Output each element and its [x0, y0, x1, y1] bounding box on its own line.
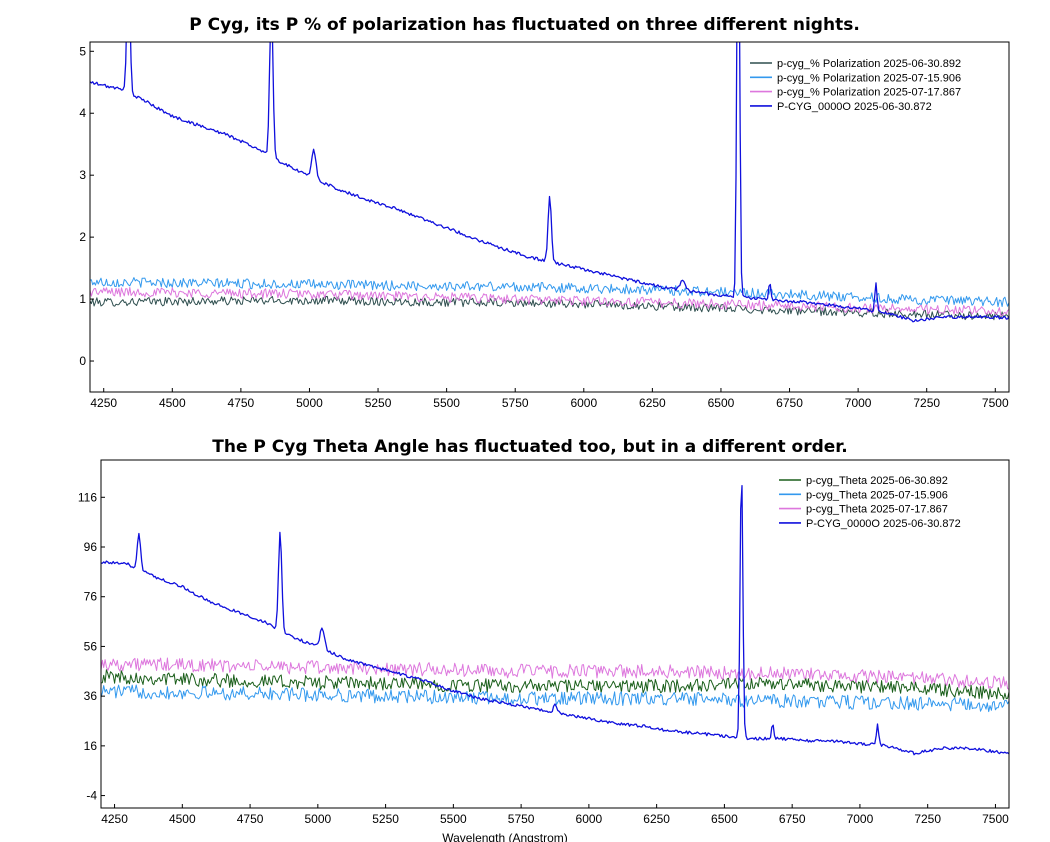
x-tick-label: 7250	[913, 396, 940, 410]
y-tick-label: 36	[84, 689, 98, 703]
x-tick-label: 5750	[502, 396, 529, 410]
y-tick-label: 16	[84, 739, 98, 753]
x-tick-label: 6250	[639, 396, 666, 410]
x-tick-label: 7250	[914, 812, 941, 826]
x-tick-label: 6250	[643, 812, 670, 826]
y-tick-label: 3	[79, 168, 86, 182]
x-tick-label: 5250	[365, 396, 392, 410]
y-tick-label: 5	[79, 44, 86, 58]
y-tick-label: 0	[79, 354, 86, 368]
x-tick-label: 7000	[845, 396, 872, 410]
chart-title: The P Cyg Theta Angle has fluctuated too…	[212, 437, 847, 457]
legend-label: p-cyg_% Polarization 2025-07-17.867	[777, 87, 961, 99]
y-tick-label: 76	[84, 590, 98, 604]
x-tick-label: 4750	[237, 812, 264, 826]
x-tick-label: 4250	[90, 396, 117, 410]
x-tick-label: 5750	[508, 812, 535, 826]
legend-label: P-CYG_0000O 2025-06-30.872	[806, 518, 961, 530]
x-tick-label: 4750	[228, 396, 255, 410]
legend-label: p-cyg_Theta 2025-07-17.867	[806, 504, 948, 516]
plot-frame	[100, 459, 1010, 809]
series-line-2	[90, 277, 1009, 308]
x-axis-label: Wavelength (Angstrom)	[442, 831, 568, 842]
legend-label: p-cyg_Theta 2025-06-30.892	[806, 475, 948, 487]
y-tick-label: 96	[84, 540, 98, 554]
x-tick-label: 6000	[570, 396, 597, 410]
x-tick-label: 4500	[169, 812, 196, 826]
y-tick-label: 4	[79, 106, 86, 120]
legend: p-cyg_% Polarization 2025-06-30.892 p-cyg…	[750, 58, 961, 113]
x-tick-label: 7500	[982, 396, 1009, 410]
chart-title: P Cyg, its P % of polarization has fluct…	[189, 15, 860, 35]
series-line-3	[101, 657, 1009, 690]
x-tick-label: 4250	[101, 812, 128, 826]
x-tick-label: 4500	[159, 396, 186, 410]
x-tick-label: 6750	[776, 396, 803, 410]
x-tick-label: 5000	[296, 396, 323, 410]
chart-panel-2: The P Cyg Theta Angle has fluctuated too…	[78, 437, 1010, 842]
x-tick-label: 5500	[440, 812, 467, 826]
legend-label: p-cyg_% Polarization 2025-06-30.892	[777, 58, 961, 70]
x-tick-label: 7000	[847, 812, 874, 826]
x-tick-label: 7500	[982, 812, 1009, 826]
x-tick-label: 6000	[576, 812, 603, 826]
series-line-2	[101, 684, 1009, 713]
x-tick-label: 6750	[779, 812, 806, 826]
y-tick-label: 2	[79, 230, 86, 244]
y-tick-label: -4	[86, 789, 97, 803]
legend-label: P-CYG_0000O 2025-06-30.872	[777, 101, 932, 113]
x-tick-label: 5000	[304, 812, 331, 826]
legend-label: p-cyg_Theta 2025-07-15.906	[806, 489, 948, 501]
x-tick-label: 6500	[708, 396, 735, 410]
x-tick-label: 5250	[372, 812, 399, 826]
x-tick-label: 5500	[433, 396, 460, 410]
series-line-4	[90, 42, 1009, 323]
series-line-1	[101, 669, 1009, 700]
y-tick-label: 56	[84, 639, 98, 653]
series-line-3	[90, 287, 1009, 316]
series-line-4	[101, 485, 1009, 756]
legend-label: p-cyg_% Polarization 2025-07-15.906	[777, 72, 961, 84]
series-group	[101, 485, 1009, 756]
y-tick-label: 116	[78, 490, 97, 504]
legend: p-cyg_Theta 2025-06-30.892 p-cyg_Theta 20…	[779, 475, 961, 530]
series-group	[90, 42, 1009, 323]
plot-frame	[89, 41, 1010, 393]
y-tick-label: 1	[79, 292, 86, 306]
chart-panel-1: P Cyg, its P % of polarization has fluct…	[79, 15, 1010, 410]
x-tick-label: 6500	[711, 812, 738, 826]
